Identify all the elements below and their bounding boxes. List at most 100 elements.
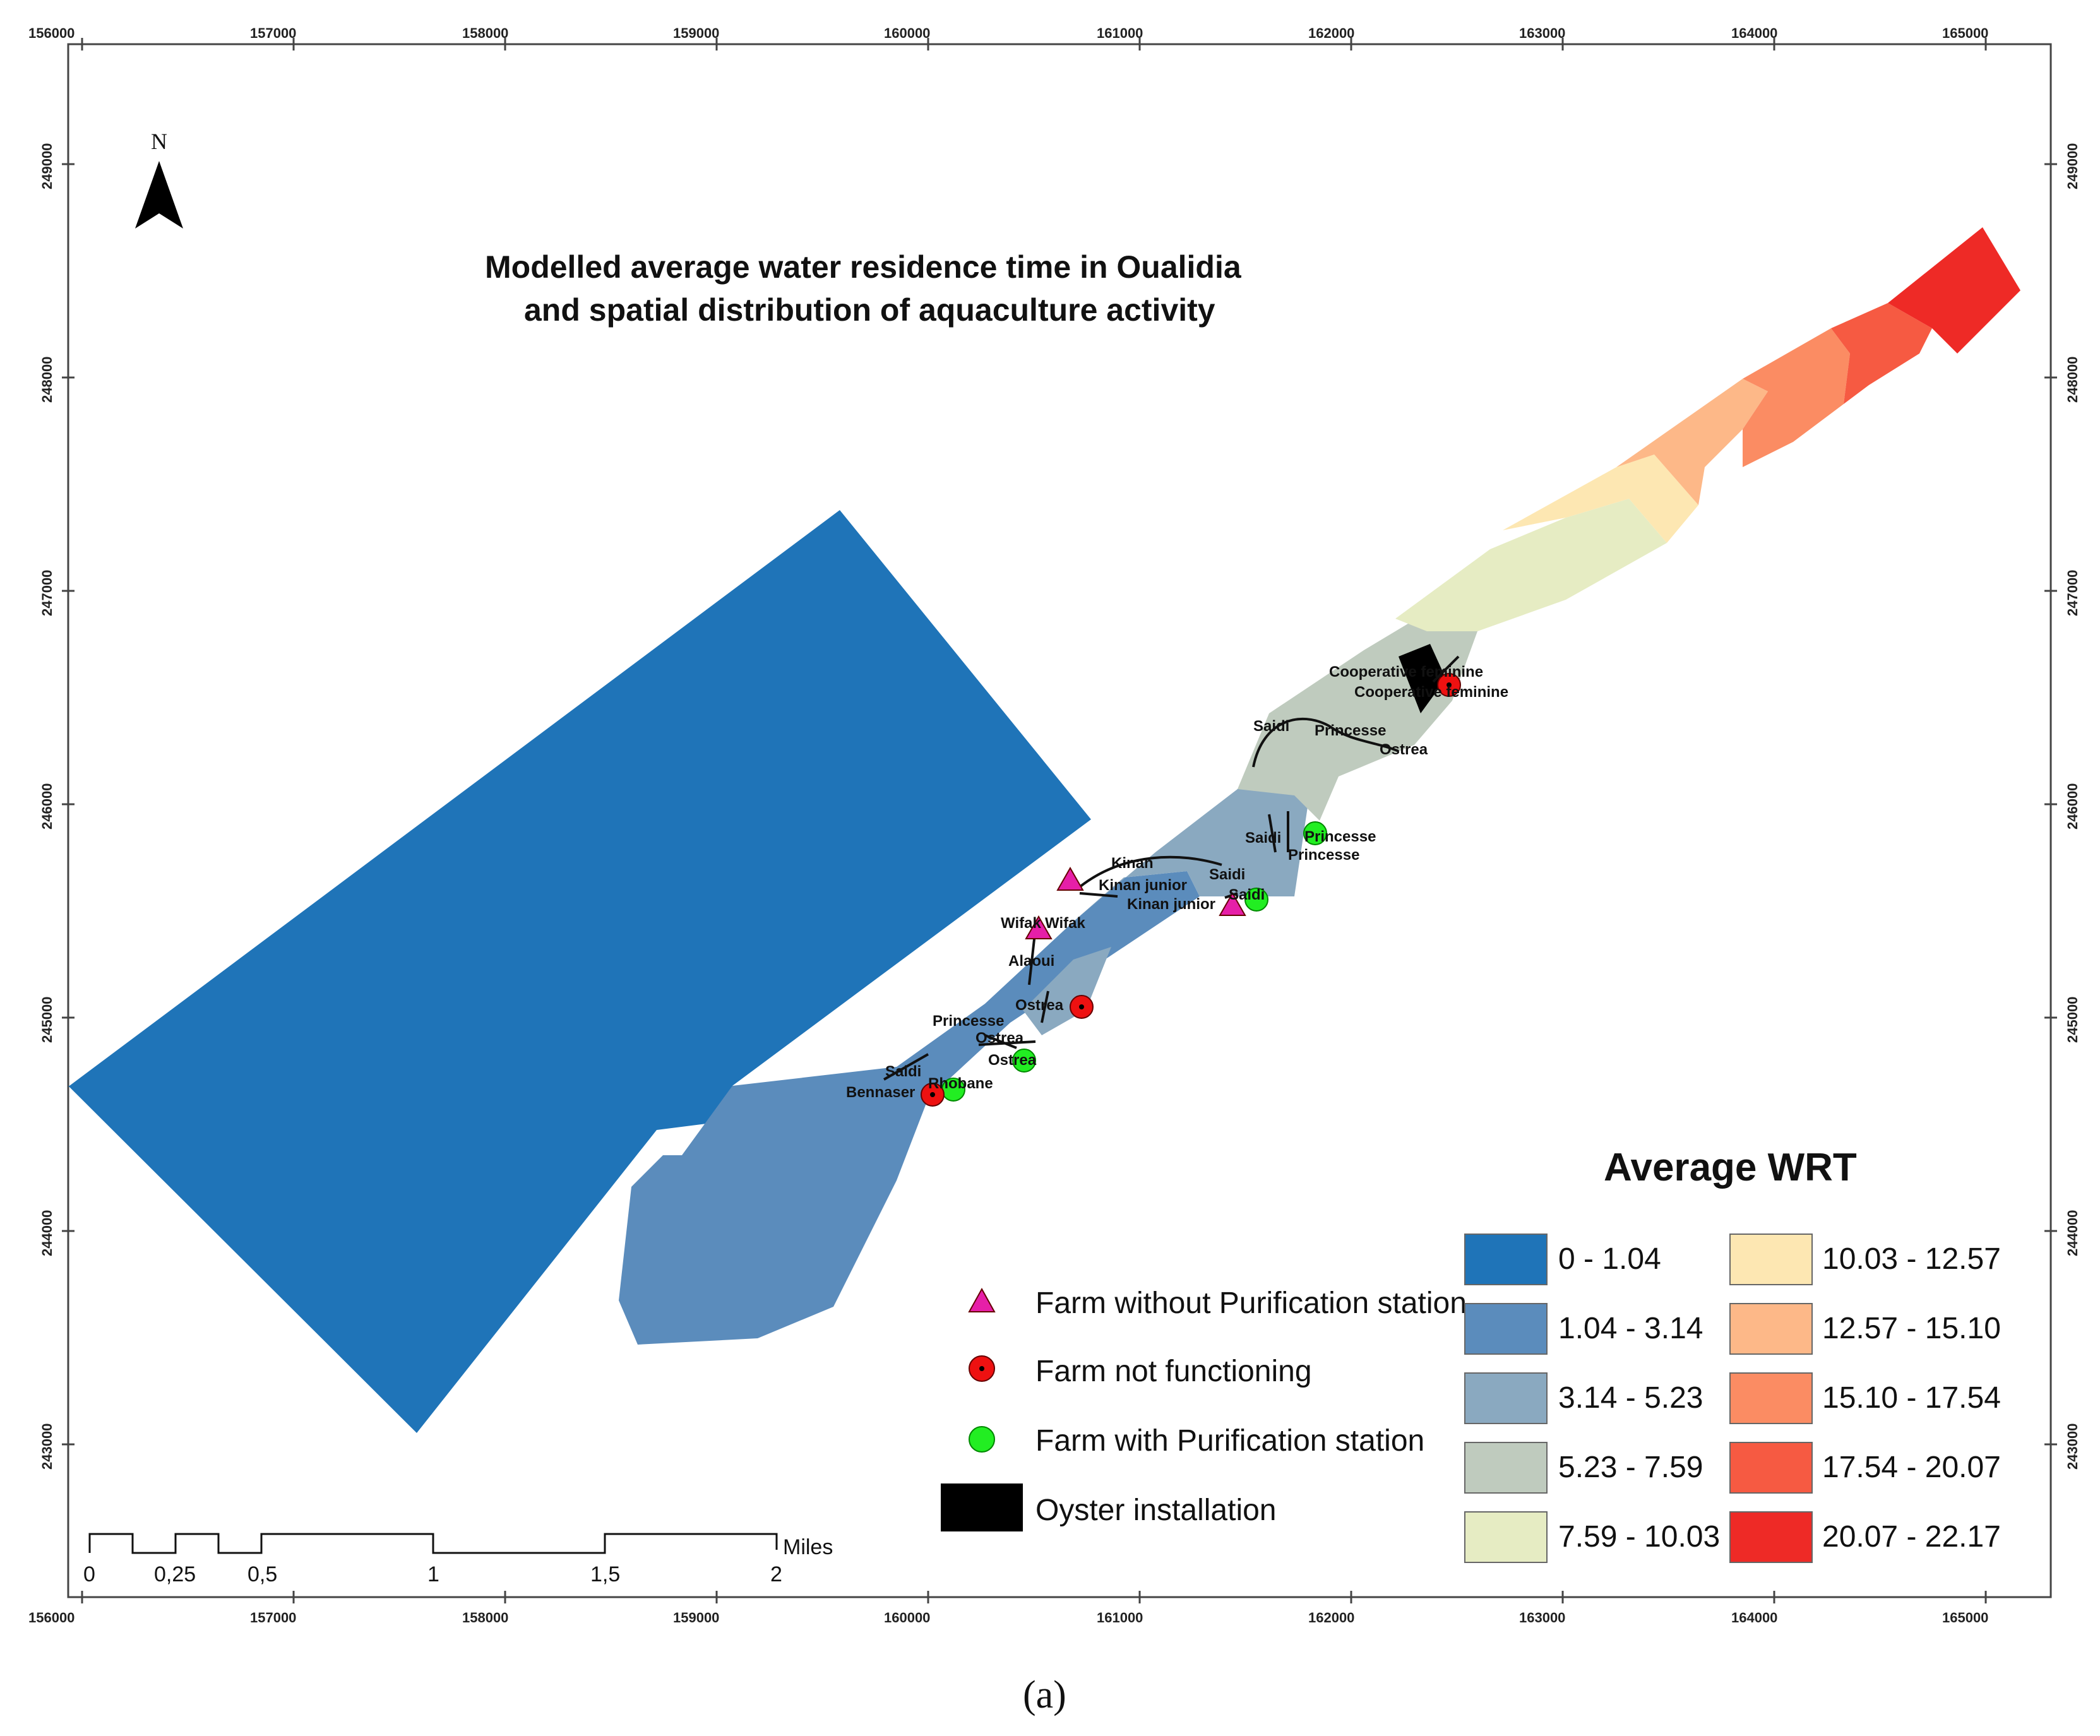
y-axis-right bbox=[2044, 163, 2057, 1446]
x-tick-label: 158000 bbox=[462, 1610, 508, 1626]
x-tick-label: 159000 bbox=[673, 1610, 719, 1626]
farm-with-purification-marker bbox=[1244, 888, 1268, 912]
farm-label: Princesse bbox=[1315, 722, 1386, 739]
farm-without-purification-marker bbox=[1219, 891, 1246, 916]
wrt-swatch bbox=[1729, 1372, 1813, 1424]
y-tick-label: 246000 bbox=[39, 783, 55, 829]
x-axis-top bbox=[81, 38, 1987, 51]
legend-label: Farm with Purification station bbox=[1035, 1424, 1424, 1458]
wrt-range-label: 15.10 - 17.54 bbox=[1822, 1381, 2001, 1415]
x-tick-label: 156000 bbox=[28, 25, 75, 41]
x-tick-label: 164000 bbox=[1731, 1610, 1777, 1626]
wrt-range-label: 17.54 - 20.07 bbox=[1822, 1451, 2001, 1484]
y-tick-label: 249000 bbox=[2065, 143, 2080, 189]
wrt-swatch bbox=[1729, 1234, 1813, 1285]
x-tick-label: 164000 bbox=[1731, 25, 1777, 41]
x-tick-labels-top: 156000 157000 158000 159000 160000 16100… bbox=[28, 25, 1988, 41]
x-tick-label: 162000 bbox=[1308, 1610, 1354, 1626]
y-tick-labels-right: 249000 248000 247000 246000 245000 24400… bbox=[2065, 143, 2080, 1470]
wrt-swatch bbox=[1729, 1303, 1813, 1355]
legend-red-dot-icon-center bbox=[979, 1366, 984, 1371]
x-tick-label: 157000 bbox=[250, 1610, 296, 1626]
farm-label: Alaoui bbox=[1008, 953, 1054, 970]
wrt-zone-class-6 bbox=[1503, 455, 1698, 543]
scale-unit: Miles bbox=[783, 1535, 833, 1559]
farm-label: Princesse bbox=[1288, 847, 1359, 864]
x-tick-label: 161000 bbox=[1097, 25, 1143, 41]
y-axis-left bbox=[62, 163, 75, 1446]
x-tick-label: 160000 bbox=[884, 1610, 930, 1626]
wrt-range-label: 12.57 - 15.10 bbox=[1822, 1312, 2001, 1345]
wrt-range-label: 0 - 1.04 bbox=[1558, 1242, 1661, 1276]
wrt-zone-class-9 bbox=[1831, 303, 1932, 404]
x-tick-label: 162000 bbox=[1308, 25, 1354, 41]
farm-label: Kinan bbox=[1111, 855, 1154, 872]
farm-label: Ostrea bbox=[975, 1030, 1024, 1047]
y-tick-label: 246000 bbox=[2065, 783, 2080, 829]
y-tick-label: 244000 bbox=[39, 1210, 55, 1256]
farm-label: Kinan junior bbox=[1127, 896, 1215, 913]
farm-label: Rhobane bbox=[928, 1075, 993, 1092]
legend-label: Farm without Purification station bbox=[1035, 1287, 1467, 1320]
farm-not-functioning-marker-dot bbox=[1447, 682, 1452, 687]
y-tick-label: 243000 bbox=[2065, 1424, 2080, 1470]
y-tick-label: 243000 bbox=[39, 1424, 55, 1470]
wrt-range-label: 1.04 - 3.14 bbox=[1558, 1312, 1703, 1345]
farm-label: Saidi bbox=[1209, 866, 1245, 883]
farm-label: Saidi bbox=[885, 1063, 921, 1080]
x-tick-labels-bottom: 156000 157000 158000 159000 160000 16100… bbox=[28, 1610, 1988, 1626]
wrt-zone-class-1 bbox=[68, 510, 1091, 1433]
wrt-zone-class-8 bbox=[1743, 328, 1850, 467]
legend-triangle-icon bbox=[968, 1287, 996, 1312]
y-tick-label: 249000 bbox=[39, 143, 55, 189]
farm-label: Kinan junior bbox=[1099, 877, 1187, 894]
farm-without-purification-marker bbox=[1025, 915, 1053, 939]
legend-label: Oyster installation bbox=[1035, 1494, 1277, 1527]
oyster-installation bbox=[1399, 644, 1446, 713]
y-tick-label: 247000 bbox=[2065, 570, 2080, 616]
farm-label: Bennaser bbox=[846, 1084, 915, 1101]
wrt-zone-class-10 bbox=[1888, 227, 2020, 354]
wrt-range-label: 3.14 - 5.23 bbox=[1558, 1381, 1703, 1415]
farm-label: Cooperative feminine bbox=[1354, 684, 1508, 701]
wrt-legend: Average WRT 0 - 1.04 1.04 - 3.14 3.14 - … bbox=[1464, 1146, 2001, 1563]
farm-label: Saidi bbox=[1245, 829, 1281, 847]
x-axis-bottom bbox=[81, 1591, 1987, 1603]
scale-label: 1 bbox=[427, 1562, 439, 1586]
wrt-range-label: 20.07 - 22.17 bbox=[1822, 1520, 2001, 1554]
map-title-line-2: and spatial distribution of aquaculture … bbox=[524, 292, 1215, 328]
scale-bar: 0 0,25 0,5 1 1,5 2 Miles bbox=[83, 1533, 833, 1586]
farm-label: Cooperative feminine bbox=[1329, 663, 1483, 681]
wrt-range-label: 5.23 - 7.59 bbox=[1558, 1451, 1703, 1484]
wrt-swatch bbox=[1464, 1234, 1548, 1285]
wrt-swatch bbox=[1464, 1511, 1548, 1563]
x-tick-label: 158000 bbox=[462, 25, 508, 41]
x-tick-label: 159000 bbox=[673, 25, 719, 41]
y-tick-label: 245000 bbox=[2065, 997, 2080, 1043]
y-tick-label: 244000 bbox=[2065, 1210, 2080, 1256]
symbol-legend: Farm without Purification station Farm n… bbox=[941, 1287, 1467, 1531]
scale-label: 0,5 bbox=[248, 1562, 277, 1586]
culture-lines bbox=[883, 655, 1460, 1081]
wrt-swatch bbox=[1729, 1442, 1813, 1494]
wrt-swatch bbox=[1464, 1372, 1548, 1424]
x-tick-label: 163000 bbox=[1519, 25, 1565, 41]
wrt-zone-class-7 bbox=[1616, 379, 1768, 505]
scale-label: 1,5 bbox=[590, 1562, 620, 1586]
wrt-range-label: 10.03 - 12.57 bbox=[1822, 1242, 2001, 1276]
wrt-swatch bbox=[1464, 1442, 1548, 1494]
x-tick-label: 163000 bbox=[1519, 1610, 1565, 1626]
farm-label: Ostrea bbox=[1015, 997, 1064, 1014]
farm-label: Wifak bbox=[1001, 915, 1041, 932]
farm-label: Saidi bbox=[1253, 718, 1289, 735]
farm-without-purification-marker bbox=[1056, 866, 1084, 891]
farm-labels: Cooperative feminine Cooperative feminin… bbox=[846, 663, 1508, 1101]
figure-caption: (a) bbox=[1023, 1674, 1066, 1716]
y-tick-label: 248000 bbox=[2065, 357, 2080, 403]
farm-label: Ostrea bbox=[988, 1052, 1037, 1069]
x-tick-label: 156000 bbox=[28, 1610, 75, 1626]
y-tick-label: 248000 bbox=[39, 357, 55, 403]
farm-label: Ostrea bbox=[1380, 741, 1428, 758]
legend-green-dot-icon bbox=[969, 1426, 995, 1453]
farm-not-functioning-marker-dot bbox=[1079, 1004, 1084, 1009]
